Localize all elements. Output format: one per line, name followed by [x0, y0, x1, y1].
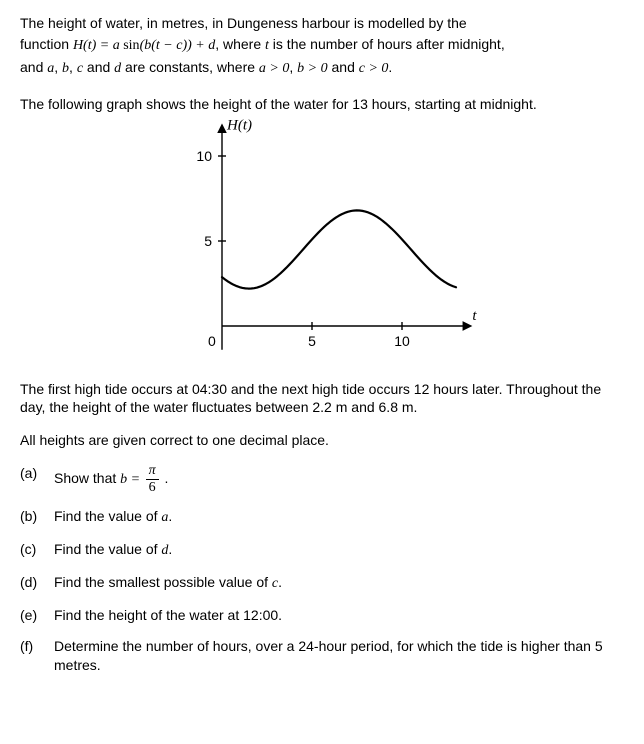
cond-c: c > 0 [359, 61, 389, 76]
intro-text: is the number of hours after midnight, [269, 36, 505, 52]
part-text: Show that b = π6 . [54, 464, 624, 495]
part-label: (e) [20, 606, 54, 625]
intro-text: are constants, where [121, 59, 259, 75]
part-label: (a) [20, 464, 54, 483]
part-f: (f) Determine the number of hours, over … [20, 637, 624, 675]
intro-text: , [289, 59, 297, 75]
text: . [161, 470, 169, 486]
fraction: π6 [146, 464, 159, 495]
part-text: Find the value of a. [54, 507, 624, 528]
func-arg: (b(t − c)) + d [140, 38, 216, 53]
part-text: Find the smallest possible value of c. [54, 573, 624, 594]
func-lhs: H(t) = a [73, 38, 120, 53]
problem-intro: The height of water, in metres, in Dunge… [20, 14, 624, 114]
after-graph: The first high tide occurs at 04:30 and … [20, 380, 624, 451]
graph-container: H(t) t 0 5 10 5 10 [20, 116, 624, 366]
intro-text: and [328, 59, 359, 75]
svg-text:10: 10 [394, 333, 410, 349]
intro-text: . [388, 59, 392, 75]
part-label: (f) [20, 637, 54, 656]
text: Find the value of [54, 541, 161, 557]
text: . [278, 574, 282, 590]
svg-text:5: 5 [308, 333, 316, 349]
part-b: (b) Find the value of a. [20, 507, 624, 528]
intro-text: and [83, 59, 114, 75]
part-e: (e) Find the height of the water at 12:0… [20, 606, 624, 625]
intro-line-4: The following graph shows the height of … [20, 95, 624, 114]
intro-line-1: The height of water, in metres, in Dunge… [20, 14, 624, 33]
part-label: (c) [20, 540, 54, 559]
page: The height of water, in metres, in Dunge… [0, 0, 644, 695]
svg-text:10: 10 [196, 148, 212, 164]
intro-line-3: and a, b, c and d are constants, where a… [20, 58, 624, 79]
tide-info: The first high tide occurs at 04:30 and … [20, 380, 624, 418]
fraction-den: 6 [146, 480, 159, 495]
part-text: Find the height of the water at 12:00. [54, 606, 624, 625]
fraction-num: π [146, 464, 159, 480]
part-c: (c) Find the value of d. [20, 540, 624, 561]
text: Find the value of [54, 508, 161, 524]
text: Show that [54, 470, 120, 486]
part-a: (a) Show that b = π6 . [20, 464, 624, 495]
tide-graph: H(t) t 0 5 10 5 10 [162, 116, 482, 366]
svg-text:t: t [472, 308, 477, 324]
intro-line-2: function H(t) = a sin(b(t − c)) + d, whe… [20, 35, 624, 56]
intro-text: , where [215, 36, 265, 52]
intro-text: and [20, 59, 47, 75]
cond-a: a > 0 [259, 61, 289, 76]
svg-text:H(t): H(t) [226, 117, 252, 133]
intro-text: , [54, 59, 62, 75]
text: . [168, 508, 172, 524]
intro-text: , [69, 59, 77, 75]
part-text: Find the value of d. [54, 540, 624, 561]
text: . [168, 541, 172, 557]
func-sin: sin [120, 38, 140, 53]
part-text: Determine the number of hours, over a 24… [54, 637, 624, 675]
part-label: (b) [20, 507, 54, 526]
b-var: b [62, 61, 69, 76]
text: Find the smallest possible value of [54, 574, 272, 590]
part-d: (d) Find the smallest possible value of … [20, 573, 624, 594]
part-label: (d) [20, 573, 54, 592]
question-parts: (a) Show that b = π6 . (b) Find the valu… [20, 464, 624, 674]
intro-text: function [20, 36, 73, 52]
cond-b: b > 0 [297, 61, 327, 76]
svg-text:0: 0 [208, 333, 216, 349]
heights-note: All heights are given correct to one dec… [20, 431, 624, 450]
lhs: b = [120, 472, 143, 487]
svg-text:5: 5 [204, 233, 212, 249]
